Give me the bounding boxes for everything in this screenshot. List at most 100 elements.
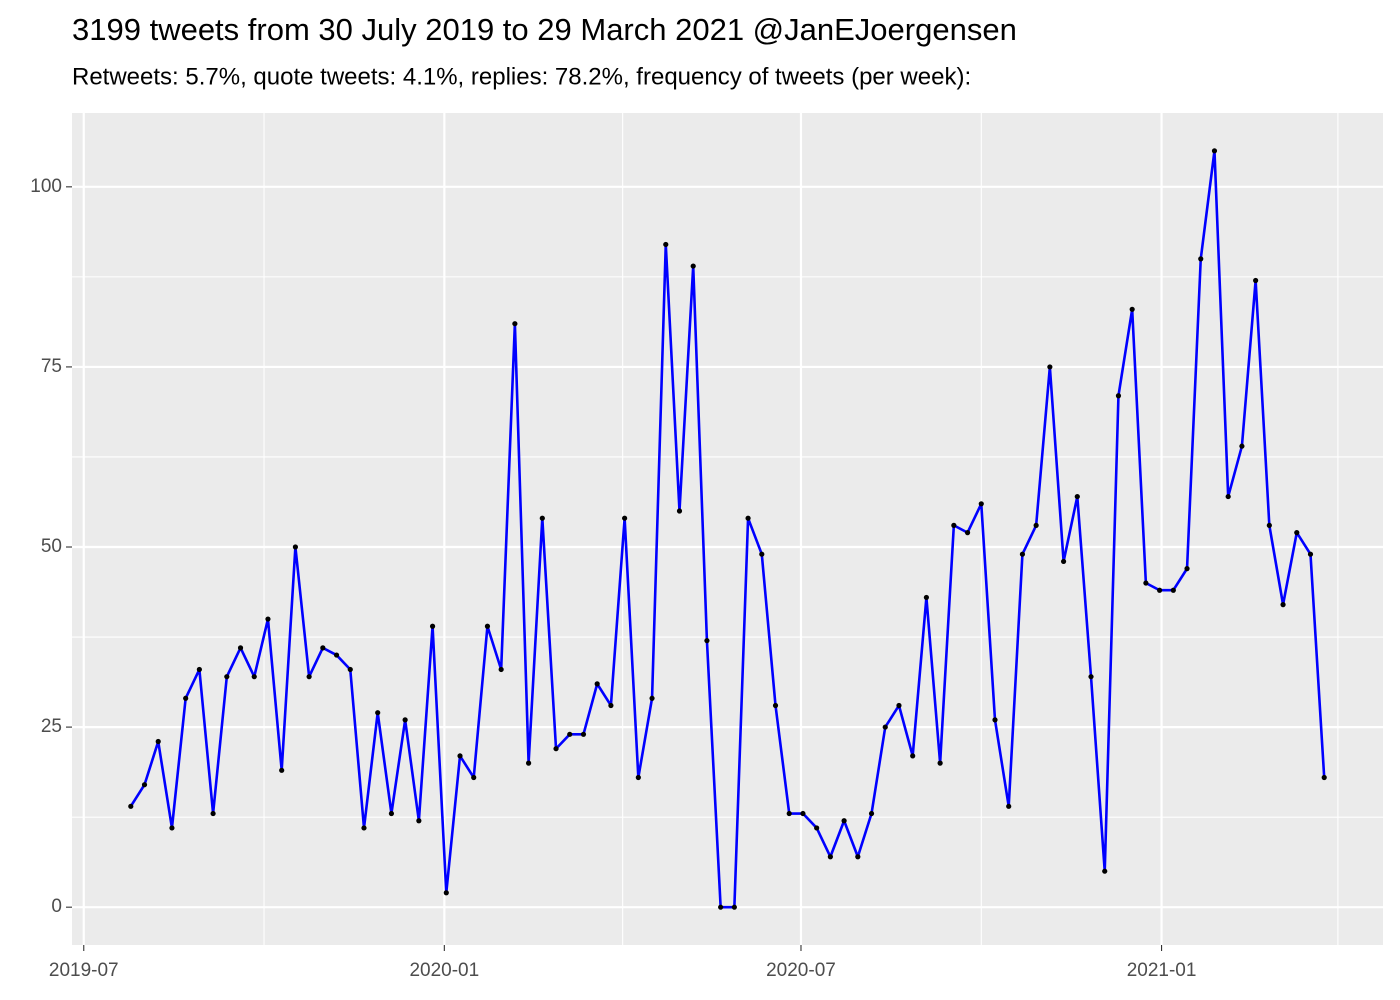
- data-point: [567, 731, 573, 737]
- data-point: [1047, 364, 1053, 370]
- data-point: [1321, 774, 1327, 781]
- data-point: [306, 674, 312, 680]
- data-point: [1033, 522, 1039, 528]
- data-point: [210, 810, 216, 817]
- data-point: [347, 666, 353, 673]
- data-point: [1294, 530, 1300, 536]
- data-point: [1129, 306, 1135, 312]
- data-point: [1211, 148, 1218, 154]
- data-point: [1074, 493, 1080, 500]
- data-point: [388, 810, 395, 817]
- data-point: [1143, 580, 1149, 586]
- data-point: [251, 674, 257, 680]
- data-point: [786, 810, 792, 817]
- data-point: [279, 767, 285, 773]
- series-line: [129, 149, 1326, 909]
- data-point: [964, 530, 971, 536]
- data-point: [663, 241, 669, 248]
- y-tick-label: 0: [51, 896, 62, 917]
- data-point: [992, 717, 998, 723]
- data-point: [292, 544, 298, 550]
- data-point: [814, 825, 820, 831]
- data-point: [443, 890, 449, 896]
- data-point: [1088, 674, 1094, 680]
- data-point: [539, 515, 545, 521]
- data-point: [1060, 558, 1067, 565]
- x-tick-label: 2019-07: [49, 960, 119, 981]
- data-point: [868, 810, 875, 817]
- data-point: [580, 731, 587, 737]
- data-point: [772, 702, 779, 709]
- data-point: [1019, 551, 1026, 557]
- data-point: [155, 738, 161, 745]
- data-point: [169, 825, 175, 831]
- data-point: [896, 702, 902, 709]
- data-point: [1225, 493, 1231, 500]
- data-point: [1198, 256, 1204, 262]
- data-point: [690, 263, 696, 269]
- chart-title: 3199 tweets from 30 July 2019 to 29 Marc…: [72, 12, 1017, 47]
- data-point: [457, 753, 463, 759]
- data-point: [800, 810, 806, 817]
- data-point: [416, 818, 422, 824]
- data-point: [1102, 868, 1108, 874]
- data-point: [553, 746, 559, 752]
- data-point: [429, 623, 436, 629]
- data-point: [718, 904, 724, 910]
- data-point: [320, 645, 326, 651]
- plot-panel: [72, 113, 1383, 945]
- y-tick-label: 50: [41, 536, 62, 557]
- data-point: [731, 904, 737, 910]
- data-point: [512, 321, 518, 327]
- x-tick-label: 2020-01: [409, 960, 479, 981]
- y-tick-label: 100: [30, 176, 62, 197]
- data-point: [841, 818, 847, 824]
- data-point: [704, 638, 710, 644]
- data-point: [484, 623, 491, 629]
- data-point: [978, 501, 984, 507]
- data-point: [649, 695, 655, 701]
- data-point: [196, 666, 202, 673]
- data-point: [608, 702, 614, 709]
- data-point: [361, 825, 367, 831]
- data-point: [525, 760, 532, 766]
- data-point: [265, 616, 271, 622]
- data-point: [1184, 566, 1190, 572]
- data-point: [1280, 602, 1286, 608]
- data-point: [333, 652, 340, 658]
- data-point: [1253, 277, 1259, 284]
- data-point: [498, 666, 504, 673]
- data-point: [183, 695, 189, 701]
- data-point: [402, 717, 408, 723]
- data-point: [855, 854, 861, 860]
- data-point: [759, 551, 765, 557]
- data-point: [224, 674, 230, 680]
- data-point: [622, 515, 628, 521]
- data-point: [1266, 522, 1272, 528]
- chart-subtitle: Retweets: 5.7%, quote tweets: 4.1%, repl…: [72, 63, 971, 90]
- data-point: [676, 508, 683, 514]
- data-point: [594, 681, 600, 687]
- data-point: [128, 803, 134, 809]
- data-point: [1006, 803, 1012, 809]
- data-point: [1157, 587, 1163, 593]
- data-point: [375, 710, 381, 716]
- y-tick-label: 75: [41, 356, 62, 377]
- data-point: [141, 782, 148, 788]
- data-point: [882, 724, 888, 730]
- data-point: [937, 760, 943, 766]
- data-point: [1307, 551, 1314, 557]
- data-point: [827, 854, 833, 860]
- data-point: [910, 753, 916, 759]
- data-point: [635, 774, 641, 781]
- x-tick-label: 2021-01: [1127, 960, 1197, 981]
- data-point: [1170, 587, 1176, 593]
- data-point: [951, 522, 957, 528]
- data-point: [237, 645, 244, 651]
- data-point: [745, 515, 751, 521]
- y-tick-label: 25: [41, 716, 62, 737]
- data-point: [923, 594, 930, 601]
- x-tick-label: 2020-07: [766, 960, 836, 981]
